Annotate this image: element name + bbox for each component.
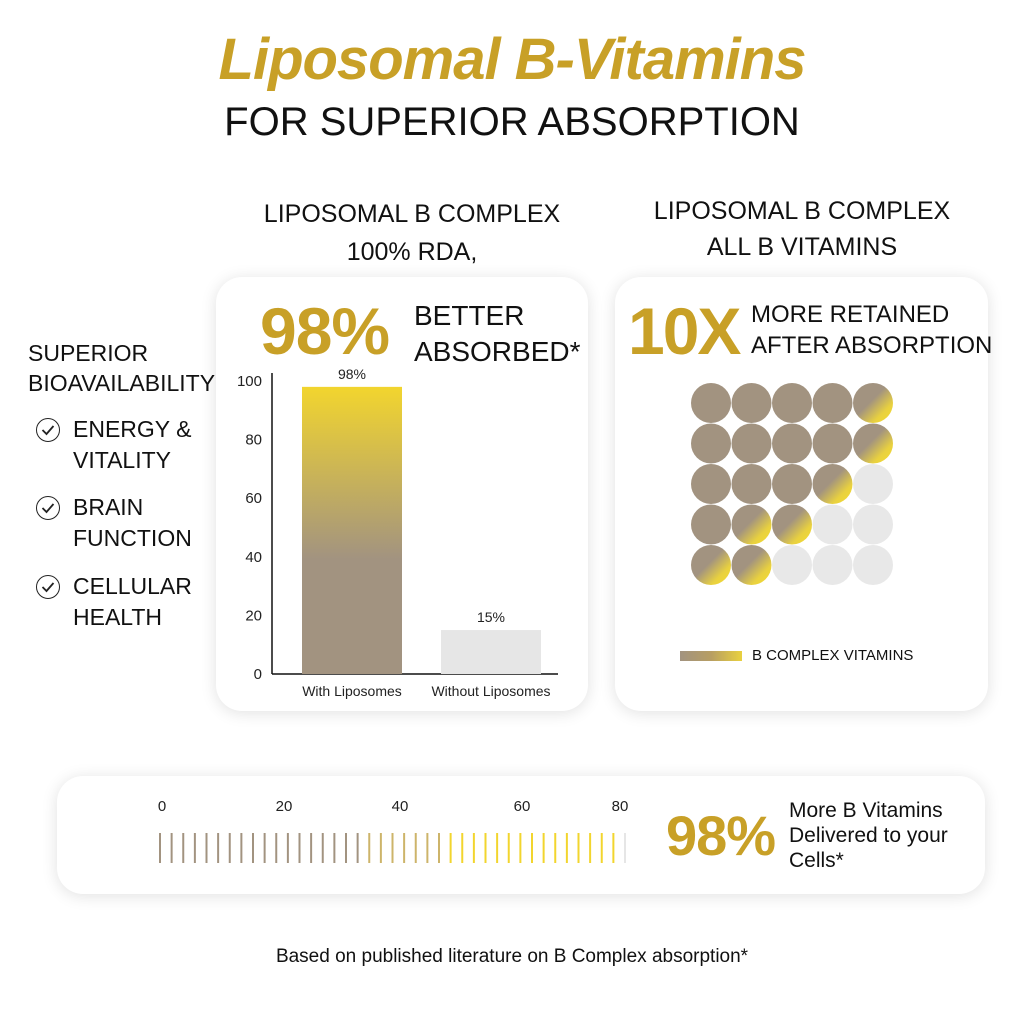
- vitamin-dot: [772, 504, 812, 545]
- retention-stat: 10X: [628, 294, 741, 368]
- check-circle-icon: [36, 575, 60, 599]
- delivery-line3: Cells*: [789, 849, 844, 872]
- legend-label: B COMPLEX VITAMINS: [752, 647, 914, 664]
- y-tick-label: 80: [245, 432, 262, 449]
- x-category-label: Without Liposomes: [431, 683, 550, 699]
- stat-label-line2: ABSORBED*: [414, 336, 581, 367]
- vitamin-dot: [691, 504, 731, 545]
- page-title: Liposomal B-Vitamins: [218, 27, 807, 92]
- absorption-stat-label: BETTER ABSORBED*: [414, 298, 581, 370]
- legend-swatch: [680, 651, 742, 661]
- delivery-line2: Delivered to your: [789, 824, 948, 847]
- vitamin-dot: [812, 423, 853, 464]
- right-heading-line1: LIPOSOMAL B COMPLEX: [653, 197, 951, 225]
- check-circle-icon: [36, 496, 60, 520]
- dot-grid: [691, 383, 893, 585]
- benefit-line2: VITALITY: [73, 447, 171, 473]
- vitamin-dot: [812, 464, 853, 504]
- vitamin-dot: [731, 423, 772, 464]
- delivery-stat-label: More B Vitamins Delivered to your Cells*: [789, 798, 948, 873]
- delivery-stat: 98%: [666, 804, 776, 867]
- benefit-line2: FUNCTION: [73, 525, 192, 551]
- scale-tick-label: 40: [392, 798, 409, 815]
- vitamin-dot: [731, 504, 772, 545]
- vitamin-dot: [812, 545, 853, 585]
- vitamin-dot: [772, 383, 812, 423]
- scale-tick-label: 20: [276, 798, 293, 815]
- vitamin-dot: [731, 545, 772, 585]
- delivery-scale: 0 20 40 60 80: [158, 798, 629, 863]
- retention-label-line1: MORE RETAINED: [751, 301, 950, 328]
- y-tick-label: 60: [245, 490, 262, 507]
- y-tick-label: 0: [254, 666, 262, 683]
- benefit-text: ENERGY & VITALITY: [73, 414, 191, 476]
- benefit-line2: HEALTH: [73, 604, 163, 630]
- left-heading-line2: 100% RDA,: [346, 238, 478, 266]
- vitamin-dot: [772, 545, 812, 585]
- delivery-line1: More B Vitamins: [789, 799, 943, 822]
- bar: [441, 630, 541, 674]
- absorption-stat: 98%: [260, 294, 390, 368]
- vitamin-dot: [853, 504, 893, 545]
- scale-tick-label: 60: [514, 798, 531, 815]
- scale-tick-label: 80: [612, 798, 629, 815]
- left-heading-line1: LIPOSOMAL B COMPLEX: [263, 200, 561, 228]
- footnote: Based on published literature on B Compl…: [275, 946, 749, 967]
- vitamin-dot: [772, 423, 812, 464]
- vitamin-dot: [853, 545, 893, 585]
- data-label: 98%: [338, 366, 366, 382]
- scale-tick-label: 0: [158, 798, 166, 815]
- right-heading-line2: ALL B VITAMINS: [706, 233, 898, 261]
- right-panel-heading: LIPOSOMAL B COMPLEX ALL B VITAMINS: [612, 193, 992, 265]
- benefit-line1: BRAIN: [73, 494, 144, 520]
- sidebar-heading: SUPERIOR BIOAVAILABILITY: [28, 338, 215, 398]
- vitamin-dot: [691, 545, 731, 585]
- bar: [302, 386, 402, 674]
- retention-label-line2: AFTER ABSORPTION: [751, 332, 993, 359]
- sidebar-heading-line2: BIOAVAILABILITY: [28, 370, 216, 396]
- vitamin-dot: [691, 423, 731, 464]
- vitamin-dot: [853, 423, 893, 464]
- stat-label-line1: BETTER: [414, 300, 525, 331]
- benefit-text: CELLULAR HEALTH: [73, 571, 192, 633]
- page-subtitle: FOR SUPERIOR ABSORPTION: [224, 100, 800, 144]
- benefit-line1: ENERGY &: [73, 416, 192, 442]
- vitamin-dot: [731, 383, 772, 423]
- bar-chart: 0 20 40 60 80 100 98% With Liposomes 15% Without…: [237, 366, 558, 699]
- data-label: 15%: [477, 609, 505, 625]
- benefit-line1: CELLULAR: [73, 573, 192, 599]
- sidebar-heading-line1: SUPERIOR: [28, 340, 149, 366]
- left-panel-heading: LIPOSOMAL B COMPLEX 100% RDA,: [232, 195, 592, 271]
- y-tick-label: 40: [245, 549, 262, 566]
- y-tick-label: 100: [237, 373, 262, 390]
- vitamin-dot: [731, 464, 772, 504]
- vitamin-dot: [812, 504, 853, 545]
- benefit-text: BRAIN FUNCTION: [73, 492, 192, 554]
- x-category-label: With Liposomes: [302, 683, 402, 699]
- vitamin-dot: [691, 383, 731, 423]
- vitamin-dot: [853, 464, 893, 504]
- retention-stat-label: MORE RETAINED AFTER ABSORPTION: [751, 299, 992, 361]
- vitamin-dot: [812, 383, 853, 423]
- y-tick-label: 20: [245, 607, 262, 624]
- vitamin-dot: [853, 383, 893, 423]
- check-circle-icon: [36, 418, 60, 442]
- vitamin-dot: [772, 464, 812, 504]
- vitamin-dot: [691, 464, 731, 504]
